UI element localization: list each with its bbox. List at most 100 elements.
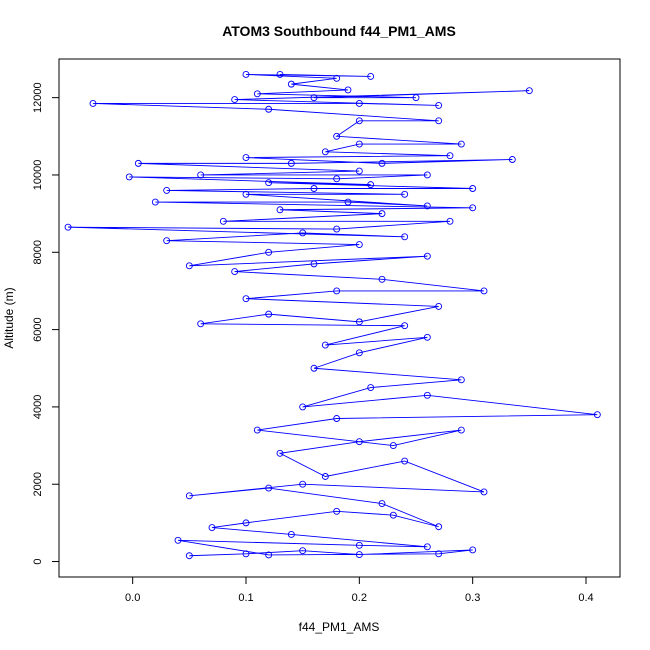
data-point — [355, 541, 363, 549]
data-point — [310, 364, 318, 372]
data-point — [333, 287, 341, 295]
data-point — [457, 376, 465, 384]
data-point — [185, 552, 193, 560]
data-point — [355, 349, 363, 357]
data-point — [423, 391, 431, 399]
data-point — [355, 117, 363, 125]
data-point — [401, 322, 409, 330]
data-point — [525, 87, 533, 95]
data-point — [287, 159, 295, 167]
data-point — [355, 438, 363, 446]
data-point — [276, 206, 284, 214]
data-point — [276, 449, 284, 457]
data-point — [469, 204, 477, 212]
data-point — [423, 202, 431, 210]
data-point — [355, 100, 363, 107]
data-point — [242, 154, 250, 162]
data-point — [423, 252, 431, 260]
data-point — [355, 318, 363, 326]
data-point — [163, 186, 171, 194]
data-point — [299, 403, 307, 411]
data-point — [197, 320, 205, 328]
data-point — [242, 519, 250, 527]
data-point — [378, 275, 386, 283]
data-point — [508, 156, 516, 163]
data-point — [253, 90, 261, 98]
data-point — [219, 217, 227, 225]
data-point — [242, 71, 250, 78]
data-point — [435, 523, 443, 531]
data-point — [355, 167, 363, 175]
data-point — [367, 181, 375, 189]
data-point — [265, 179, 273, 187]
data-point — [231, 268, 239, 276]
chart-title: ATOM3 Southbound f44_PM1_AMS — [222, 23, 456, 39]
data-point — [242, 295, 250, 303]
data-point — [299, 229, 307, 237]
data-point — [333, 415, 341, 422]
data-point — [185, 262, 193, 270]
data-point — [367, 384, 375, 392]
data-point — [265, 105, 273, 113]
data-point — [355, 551, 363, 559]
data-point — [446, 217, 454, 225]
y-tick-label: 4000 — [32, 395, 44, 419]
data-point — [197, 171, 205, 179]
data-point — [333, 175, 341, 183]
data-point — [321, 473, 329, 480]
series-line — [68, 74, 598, 557]
data-point — [469, 546, 477, 554]
data-point — [423, 543, 431, 551]
data-point — [457, 426, 465, 434]
data-point — [310, 260, 318, 268]
y-tick-label: 6000 — [32, 317, 44, 341]
data-point — [593, 411, 601, 419]
data-point — [265, 484, 273, 492]
y-tick-label: 12000 — [32, 82, 44, 113]
data-point — [389, 442, 397, 450]
data-point — [242, 550, 250, 558]
x-tick-label: 0.1 — [238, 592, 253, 604]
data-point — [299, 547, 307, 555]
data-point — [333, 225, 341, 233]
data-point — [412, 94, 420, 102]
data-point — [435, 101, 443, 109]
data-point — [480, 287, 488, 295]
data-point — [344, 198, 352, 206]
y-axis: 0 2000 4000 6000 8000 10000 12000 — [32, 82, 60, 565]
x-tick-label: 0.2 — [352, 592, 367, 604]
y-axis-label: Altitude (m) — [2, 287, 16, 348]
data-point — [333, 132, 341, 140]
y-tick-label: 10000 — [32, 160, 44, 191]
data-point — [287, 80, 295, 88]
x-axis-label: f44_PM1_AMS — [299, 620, 380, 634]
plot-area — [64, 71, 601, 560]
data-point — [401, 233, 409, 241]
data-point — [163, 237, 171, 245]
data-point — [435, 550, 443, 558]
data-point — [378, 210, 386, 218]
data-point — [64, 223, 72, 231]
data-point — [265, 310, 273, 318]
data-point — [276, 71, 284, 78]
data-point — [355, 140, 363, 148]
data-point — [344, 86, 352, 94]
data-point — [125, 173, 133, 181]
data-point — [355, 241, 363, 249]
data-point — [310, 185, 318, 192]
data-point — [480, 488, 488, 496]
data-point — [299, 480, 307, 488]
data-point — [208, 524, 216, 531]
data-point — [333, 507, 341, 515]
data-point — [435, 117, 443, 125]
data-point — [401, 457, 409, 465]
data-point — [378, 500, 386, 508]
data-point — [287, 531, 295, 538]
data-point — [310, 94, 318, 102]
data-point — [231, 96, 239, 104]
x-tick-label: 0.0 — [125, 592, 140, 604]
y-tick-label: 8000 — [32, 240, 44, 264]
y-tick-label: 2000 — [32, 472, 44, 496]
data-point — [242, 190, 250, 198]
